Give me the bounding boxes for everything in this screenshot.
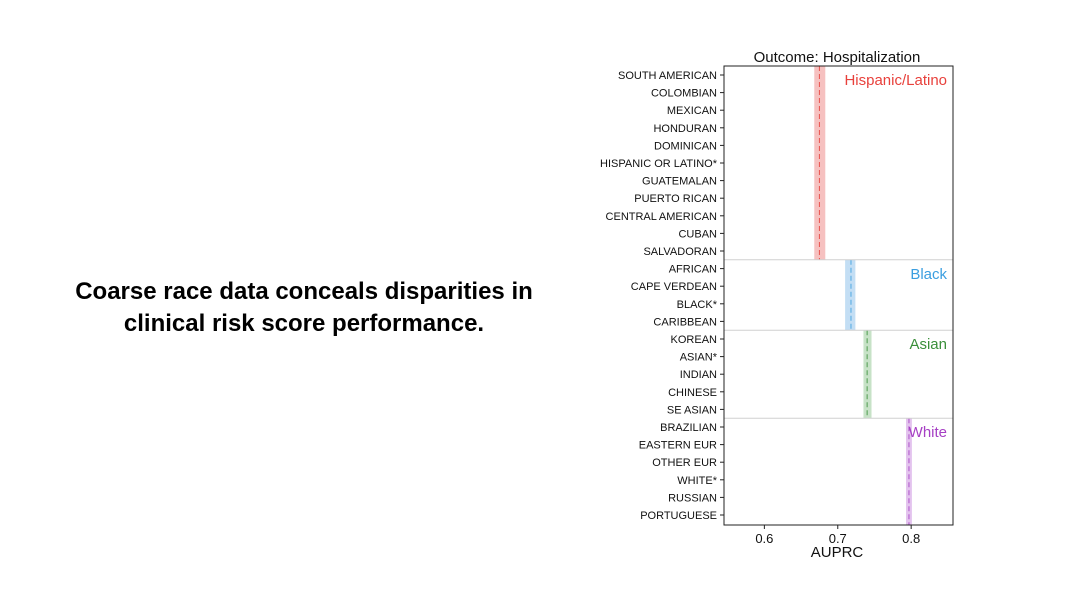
- y-tick-label: MEXICAN: [667, 105, 717, 117]
- y-tick-label: CUBAN: [678, 228, 717, 240]
- group-label-hispanic-latino: Hispanic/Latino: [844, 72, 947, 89]
- y-tick-label: COLOMBIAN: [651, 88, 717, 100]
- y-tick-label: CARIBBEAN: [653, 316, 717, 328]
- y-tick-label: EASTERN EUR: [639, 440, 717, 452]
- y-tick-label: HONDURAN: [653, 123, 717, 135]
- y-tick-label: CAPE VERDEAN: [631, 281, 717, 293]
- y-tick-label: OTHER EUR: [652, 457, 717, 469]
- y-tick-label: BRAZILIAN: [660, 422, 717, 434]
- y-tick-label: BLACK*: [677, 299, 718, 311]
- y-tick-label: ASIAN*: [680, 352, 718, 364]
- y-tick-label: SALVADORAN: [643, 246, 717, 258]
- y-tick-label: AFRICAN: [669, 264, 717, 276]
- y-tick-label: CHINESE: [668, 387, 717, 399]
- x-axis-title: AUPRC: [811, 544, 864, 561]
- y-tick-label: HISPANIC OR LATINO*: [600, 158, 718, 170]
- group-label-asian: Asian: [909, 336, 947, 353]
- slide-headline: Coarse race data conceals disparities in…: [40, 276, 568, 340]
- y-tick-label: PUERTO RICAN: [634, 193, 717, 205]
- ci-band-black: [845, 259, 856, 331]
- y-tick-label: RUSSIAN: [668, 492, 717, 504]
- y-tick-label: GUATEMALAN: [642, 176, 717, 188]
- group-label-black: Black: [910, 266, 947, 283]
- headline-line-1: Coarse race data conceals disparities in: [75, 278, 533, 305]
- y-tick-label: SE ASIAN: [667, 404, 717, 416]
- y-tick-label: CENTRAL AMERICAN: [606, 211, 718, 223]
- x-tick-label: 0.8: [902, 531, 920, 546]
- y-tick-label: KOREAN: [671, 334, 718, 346]
- group-label-white: White: [909, 424, 947, 441]
- chart-title: Outcome: Hospitalization: [754, 49, 921, 66]
- y-tick-label: DOMINICAN: [654, 140, 717, 152]
- x-tick-label: 0.6: [755, 531, 773, 546]
- y-tick-label: PORTUGUESE: [640, 510, 717, 522]
- ci-band-white: [906, 418, 912, 525]
- y-tick-label: INDIAN: [680, 369, 717, 381]
- x-tick-label: 0.7: [829, 531, 847, 546]
- y-tick-label: WHITE*: [677, 475, 717, 487]
- y-tick-label: SOUTH AMERICAN: [618, 70, 717, 82]
- headline-line-2: clinical risk score performance.: [123, 310, 485, 337]
- plot-frame: [723, 65, 954, 526]
